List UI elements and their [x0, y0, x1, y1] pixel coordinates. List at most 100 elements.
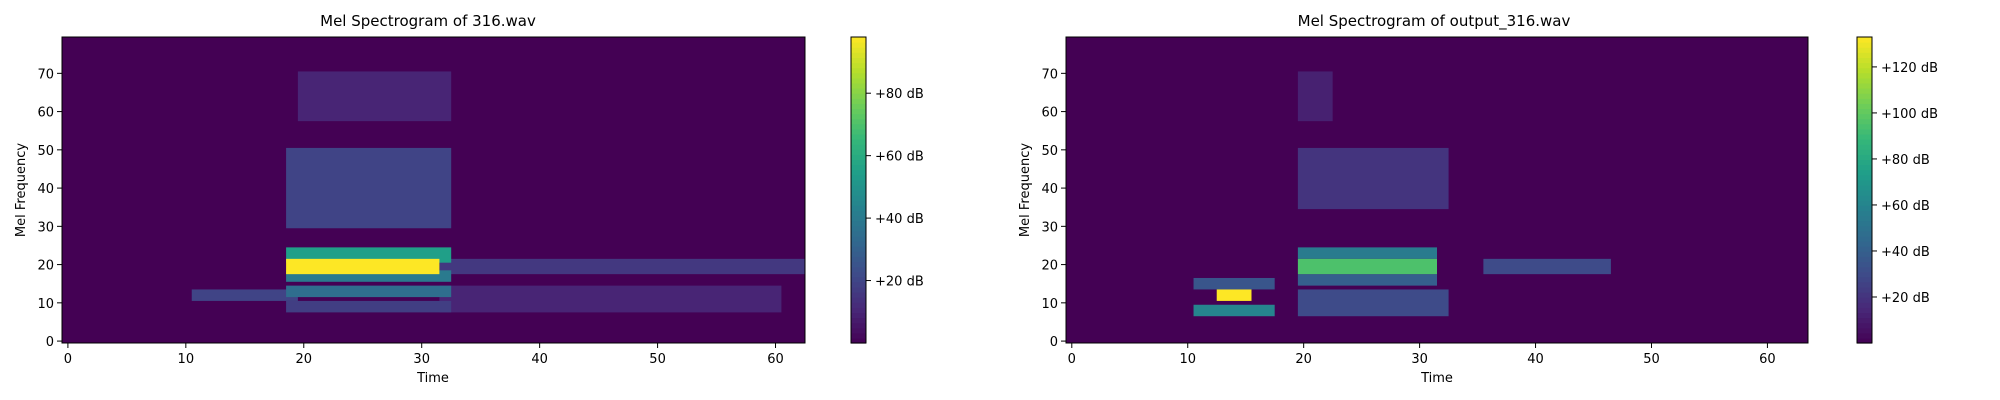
x-tick-label: 30: [1411, 352, 1428, 367]
colorbar-segment: [851, 215, 866, 222]
colorbar-segment: [851, 149, 866, 155]
colorbar-segment: [851, 77, 866, 84]
colorbar-segment: [851, 312, 866, 319]
x-tick-label: 60: [1759, 352, 1776, 367]
colorbar-segment: [1857, 57, 1872, 64]
colorbar-segment: [1857, 93, 1872, 99]
x-axis-label: Time: [416, 371, 449, 386]
colorbar-tick-label: +20 dB: [1881, 291, 1930, 306]
chart-title: Mel Spectrogram of 316.wav: [320, 12, 536, 30]
colorbar-segment: [1857, 205, 1872, 211]
colorbar-segment: [851, 82, 866, 89]
colorbar-segment: [1857, 297, 1872, 303]
colorbar-segment: [1857, 332, 1872, 339]
heatmap-cell: [1297, 274, 1437, 286]
colorbar-segment: [851, 271, 866, 278]
colorbar-segment: [1857, 88, 1872, 94]
colorbar-tick-label: +20 dB: [875, 275, 924, 290]
colorbar-segment: [1857, 144, 1872, 150]
colorbar-segment: [851, 286, 866, 293]
colorbar-segment: [1857, 98, 1872, 104]
y-tick-label: 10: [1041, 297, 1058, 312]
x-tick-label: 30: [413, 352, 430, 367]
colorbar-segment: [1857, 210, 1872, 217]
y-axis-ticks: 0 10 20 30 40 50 60 70: [37, 67, 62, 350]
colorbar-segment: [851, 307, 866, 313]
colorbar-segment: [851, 174, 866, 181]
x-axis-ticks: 0 10 20 30 40 50 60: [1068, 343, 1776, 367]
colorbar-segment: [1857, 246, 1872, 252]
colorbar-segment: [851, 246, 866, 252]
x-tick-label: 60: [767, 352, 784, 367]
x-tick-label: 20: [1295, 352, 1312, 367]
heatmap-cell: [1216, 289, 1252, 301]
colorbar-segment: [851, 276, 866, 283]
heatmap-cell: [1483, 258, 1611, 275]
colorbar-segment: [1857, 200, 1872, 206]
colorbar-tick-label: +80 dB: [875, 87, 924, 102]
colorbar-segment: [851, 164, 866, 171]
colorbar-segment: [851, 47, 866, 53]
y-tick-label: 40: [37, 182, 54, 197]
y-tick-label: 50: [1041, 144, 1058, 159]
colorbar-segment: [1857, 337, 1872, 344]
colorbar-frame: [850, 36, 867, 344]
colorbar-tick-label: +40 dB: [875, 212, 924, 227]
colorbar-segment: [851, 200, 866, 206]
colorbar-segment: [851, 52, 866, 58]
x-axis-ticks: 0 10 20 30 40 50 60: [64, 343, 784, 367]
heatmap-cell: [1297, 247, 1437, 259]
colorbar-tick-label: +120 dB: [1881, 61, 1938, 76]
heatmap-cell: [286, 285, 452, 298]
colorbar-segment: [1857, 230, 1872, 237]
colorbar-segment: [851, 37, 866, 43]
x-tick-label: 40: [531, 352, 548, 367]
colorbar-tick-label: +40 dB: [1881, 245, 1930, 260]
x-tick-label: 20: [295, 352, 312, 367]
colorbar-segment: [851, 235, 866, 242]
colorbar: +20 dB +40 dB +60 dB +80 dB +100 dB +120 dB: [1856, 36, 1938, 344]
colorbar-segment: [851, 220, 866, 227]
colorbar-segment: [1857, 159, 1872, 166]
colorbar-segment: [851, 139, 866, 145]
colorbar-segment: [851, 159, 866, 166]
colorbar-segment: [851, 266, 866, 273]
y-tick-label: 20: [1041, 259, 1058, 274]
colorbar-segment: [851, 297, 866, 303]
colorbar-segment: [1857, 139, 1872, 145]
colorbar-segment: [1857, 47, 1872, 53]
y-tick-label: 60: [1041, 106, 1058, 121]
colorbar-segment: [851, 93, 866, 99]
colorbar-segment: [1857, 317, 1872, 324]
colorbar-segment: [851, 118, 866, 125]
colorbar-segment: [1857, 241, 1872, 247]
colorbar-segment: [1857, 312, 1872, 319]
x-tick-label: 40: [1527, 352, 1544, 367]
colorbar-segment: [1857, 322, 1872, 329]
heatmap-image: [1066, 37, 1808, 343]
colorbar-segment: [1857, 62, 1872, 69]
x-tick-label: 50: [649, 352, 666, 367]
colorbar-frame: [1856, 36, 1873, 344]
heatmap-cell: [439, 258, 805, 275]
colorbar-segment: [851, 251, 866, 257]
colorbar-segment: [1857, 113, 1872, 120]
y-axis-ticks: 0 10 20 30 40 50 60 70: [1041, 67, 1066, 350]
colorbar-segment: [1857, 251, 1872, 257]
colorbar-segment: [851, 169, 866, 176]
heatmap-cell: [1297, 289, 1449, 317]
colorbar-segment: [1857, 133, 1872, 140]
x-tick-label: 0: [1068, 352, 1076, 367]
x-tick-label: 10: [178, 352, 195, 367]
colorbar-segment: [851, 302, 866, 308]
colorbar-segment: [1857, 225, 1872, 232]
colorbar-segment: [1857, 184, 1872, 191]
colorbar-segment: [851, 103, 866, 109]
colorbar-segment: [1857, 292, 1872, 298]
y-tick-label: 30: [37, 220, 54, 235]
colorbar-segment: [851, 144, 866, 150]
colorbar-segment: [1857, 169, 1872, 176]
heatmap-cell: [286, 300, 452, 313]
heatmap-image: [62, 37, 805, 343]
x-tick-label: 0: [64, 352, 72, 367]
